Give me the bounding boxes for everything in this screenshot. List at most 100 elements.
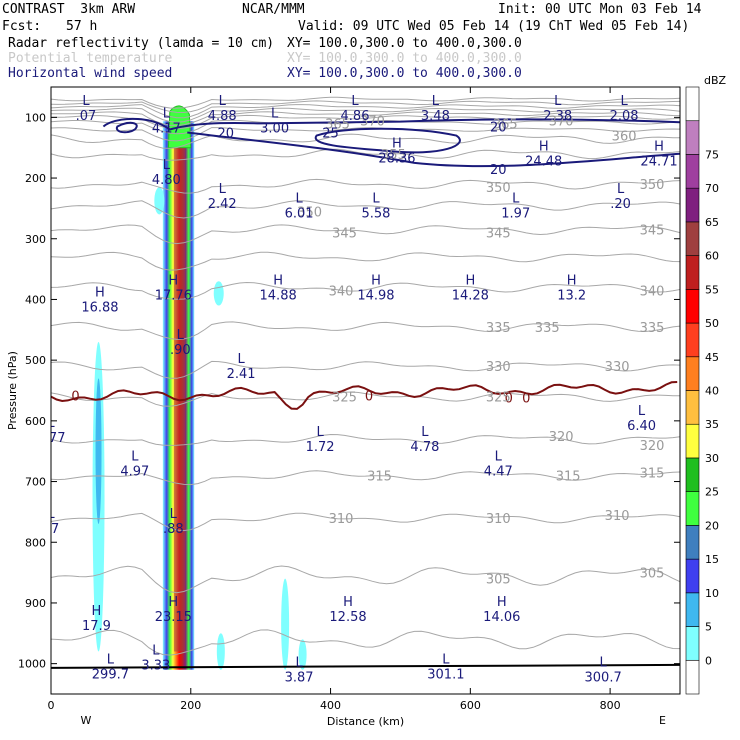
- colorbar-box: [685, 289, 700, 324]
- theta-contour-line: [51, 200, 680, 219]
- y-tick-label: 1000: [18, 658, 46, 671]
- extremum-value: 24.48: [525, 155, 562, 170]
- colorbar-label: 5: [705, 621, 712, 634]
- theta-label: 335: [640, 321, 665, 336]
- y-tick-label: 700: [25, 476, 46, 489]
- zero-line-label: 0: [71, 390, 79, 405]
- theta-label: 345: [332, 227, 357, 242]
- theta-label: 305: [640, 567, 665, 582]
- extremum-value: 14.28: [452, 288, 489, 303]
- extremum-marker: H: [567, 273, 577, 288]
- y-tick-label: 300: [25, 233, 46, 246]
- colorbar-box: [685, 390, 700, 425]
- y-tick-label: 100: [25, 111, 46, 124]
- extremum-value: .90: [170, 343, 191, 358]
- extremum-marker: L: [351, 94, 359, 109]
- extremum-marker: L: [620, 94, 628, 109]
- echo-cell-inner: [95, 378, 102, 525]
- theta-label: 305: [486, 573, 511, 588]
- theta-label: 325: [486, 391, 511, 406]
- extremum-marker: H: [343, 595, 353, 610]
- echo-cell: [298, 639, 307, 670]
- extremum-value: 2.08: [610, 109, 639, 124]
- extremum-value: 4.97: [120, 464, 149, 479]
- colorbar-box: [685, 592, 700, 627]
- extremum-value: 6.40: [627, 419, 656, 434]
- init-time: Init: 00 UTC Mon 03 Feb 14: [498, 2, 702, 17]
- extremum-marker: L: [177, 328, 185, 343]
- colorbar-label: 60: [705, 250, 719, 263]
- extremum-value: 4.88: [208, 109, 237, 124]
- extremum-marker: L: [432, 94, 440, 109]
- extremum-marker: L: [495, 449, 503, 464]
- field-reflectivity-name: Radar reflectivity (lamda = 10 cm): [8, 36, 275, 51]
- extremum-value: 4.47: [484, 464, 513, 479]
- valid-time: Valid: 09 UTC Wed 05 Feb 14 (19 ChT Wed …: [298, 19, 690, 34]
- extremum-marker: L: [316, 425, 324, 440]
- echo-cell: [281, 578, 290, 670]
- extremum-marker: H: [371, 273, 381, 288]
- organization: NCAR/MMM: [242, 2, 305, 17]
- field-wind-xy: XY= 100.0,300.0 to 400.0,300.0: [287, 66, 522, 81]
- extremum-value: 1.97: [501, 206, 530, 221]
- y-tick-label: 400: [25, 293, 46, 306]
- theta-label: 310: [486, 512, 511, 527]
- forecast-label: Fcst:: [2, 19, 42, 34]
- extremum-marker: L: [599, 656, 607, 671]
- colorbar-label: 55: [705, 283, 719, 296]
- reflectivity-field: [92, 105, 307, 670]
- extremum-marker: L: [271, 106, 279, 121]
- echo-cell: [154, 187, 165, 215]
- x-tick-label: 400: [320, 699, 341, 712]
- extremum-marker: L: [107, 653, 115, 668]
- contour-labels: 365 370 365 370 360 355 350 350 350 345 345 345 340 3…: [51, 94, 678, 686]
- colorbar-label: 20: [705, 519, 719, 532]
- extremum-value: 2.42: [208, 197, 237, 212]
- wind-contour-line: [314, 127, 461, 154]
- extremum-marker: L: [617, 182, 625, 197]
- colorbar-box: [685, 525, 700, 560]
- theta-label: 315: [640, 466, 665, 481]
- extremum-value: 24.71: [640, 155, 677, 170]
- colorbar-box: [685, 491, 700, 526]
- extremum-marker: H: [168, 595, 178, 610]
- field-theta-xy: XY= 100.0,300.0 to 400.0,300.0: [287, 51, 522, 66]
- theta-contour-line: [51, 565, 680, 594]
- theta-contour-line: [51, 512, 680, 532]
- extremum-value: 13.2: [557, 288, 586, 303]
- wind-contour-label: 20: [490, 120, 507, 135]
- theta-label: 370: [549, 114, 574, 129]
- extremum-value: 3.00: [260, 121, 289, 136]
- extremum-value: 14.98: [357, 288, 394, 303]
- extremum-value: 3.48: [421, 109, 450, 124]
- colorbar-unit: dBZ: [704, 74, 727, 87]
- colorbar-box: [685, 626, 700, 661]
- extremum-marker: L: [131, 449, 139, 464]
- extremum-marker: L: [170, 507, 178, 522]
- east-label: E: [659, 714, 666, 727]
- extremum-value: 3.87: [285, 671, 314, 686]
- theta-label: 340: [329, 284, 354, 299]
- colorbar-label: 70: [705, 182, 719, 195]
- theta-label: 320: [549, 430, 574, 445]
- theta-contour-line: [51, 178, 680, 194]
- colorbar-label: 65: [705, 216, 719, 229]
- extremum-marker: L: [442, 653, 450, 668]
- extremum-value: 4.17: [152, 121, 181, 136]
- field-reflectivity-xy: XY= 100.0,300.0 to 400.0,300.0: [287, 36, 522, 51]
- extremum-value: 6.01: [285, 206, 314, 221]
- theta-contour-line: [51, 251, 680, 271]
- y-tick-label: 600: [25, 415, 46, 428]
- extremum-value: 4.80: [152, 173, 181, 188]
- theta-contour-line: [51, 100, 680, 114]
- colorbar-label: 0: [705, 654, 712, 667]
- y-tick-label: 800: [25, 536, 46, 549]
- extremum-marker: L: [237, 352, 245, 367]
- extremum-value: 4.86: [341, 109, 370, 124]
- theta-contour-line: [51, 114, 680, 130]
- extremum-marker: L: [163, 106, 171, 121]
- theta-contour-line: [51, 281, 680, 300]
